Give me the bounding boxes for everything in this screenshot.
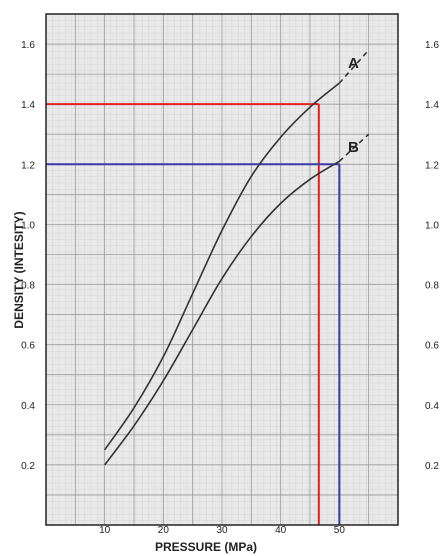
y-tick-label-left: 1.0: [21, 220, 35, 231]
curve-a-dashed-extension: [338, 49, 370, 84]
x-tick-labels: 10 20 30 40 50: [99, 525, 345, 536]
y-tick-label-left: 1.2: [21, 160, 35, 171]
y-tick-label-left: 1.4: [21, 100, 35, 111]
x-tick-label: 20: [158, 525, 170, 536]
y-tick-label-left: 0.2: [21, 461, 35, 472]
x-tick-label: 50: [334, 525, 346, 536]
curve-b-dashed-extension: [338, 133, 370, 162]
x-tick-label: 30: [216, 525, 228, 536]
y-tick-label-right: 0.6: [425, 341, 439, 352]
y-tick-label-right: 0.2: [425, 461, 439, 472]
y-tick-label-left: 0.4: [21, 401, 35, 412]
y-tick-label-left: 0.8: [21, 281, 35, 292]
curve-a: [104, 82, 340, 451]
curve-b: [104, 160, 340, 466]
y-axis-label: DENSITY (INTESITY): [12, 211, 26, 328]
x-axis-label: PRESSURE (MPa): [155, 540, 257, 554]
y-tick-labels-left: 0.2 0.4 0.6 0.8 1.0 1.2 1.4 1.6: [21, 40, 35, 472]
y-tick-label-right: 1.4: [425, 100, 439, 111]
y-tick-label-right: 0.4: [425, 401, 439, 412]
y-tick-label-left: 1.6: [21, 40, 35, 51]
y-tick-label-right: 1.6: [425, 40, 439, 51]
x-tick-label: 40: [275, 525, 287, 536]
plot-frame: [45, 13, 399, 526]
curve-label-a: A: [348, 55, 359, 72]
reference-lines: [46, 103, 341, 525]
curves: [104, 49, 370, 466]
y-tick-label-left: 0.6: [21, 341, 35, 352]
y-tick-label-right: 1.0: [425, 220, 439, 231]
y-tick-label-right: 0.8: [425, 281, 439, 292]
x-tick-label: 10: [99, 525, 111, 536]
curve-label-b: B: [348, 139, 359, 156]
y-tick-labels-right: 0.2 0.4 0.6 0.8 1.0 1.2 1.4 1.6: [425, 40, 439, 472]
y-tick-label-right: 1.2: [425, 160, 439, 171]
